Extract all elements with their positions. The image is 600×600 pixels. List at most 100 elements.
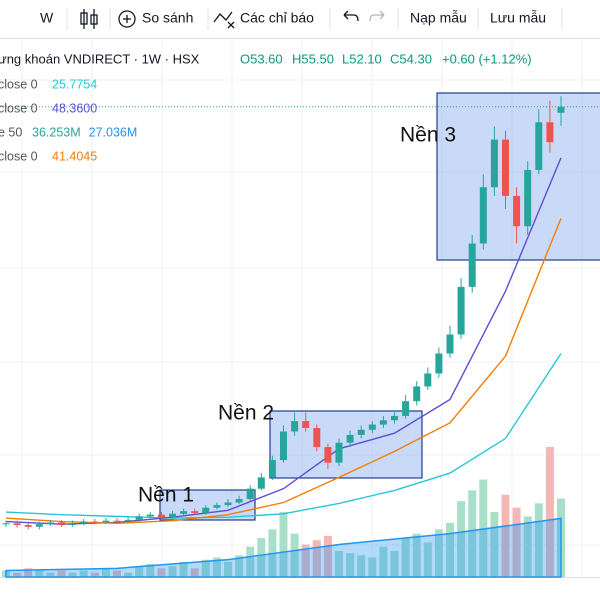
candle-body <box>180 511 188 514</box>
candle-body <box>146 514 154 517</box>
volume-bar <box>124 572 133 577</box>
candle-body <box>13 523 21 526</box>
candle-body <box>46 522 54 525</box>
redo-button[interactable] <box>369 10 385 22</box>
volume-bar <box>368 557 377 577</box>
volume-bar <box>545 447 554 577</box>
candle-body <box>457 286 465 335</box>
indicators-icon[interactable] <box>213 11 235 29</box>
candle-body <box>502 139 509 196</box>
candle-body <box>291 421 299 432</box>
candle-body <box>102 520 110 523</box>
legend-label: e 50 <box>0 125 22 139</box>
candle-body <box>446 334 454 354</box>
legend-value: 25.7754 <box>52 77 97 91</box>
volume-bar <box>446 522 454 577</box>
compare-icon[interactable] <box>118 10 136 28</box>
volume-bar <box>157 568 166 577</box>
volume-bar <box>412 533 421 577</box>
base-box <box>436 92 600 261</box>
volume-bar <box>457 501 466 577</box>
legend-value: 27.036M <box>89 125 138 139</box>
legend-value: 41.4045 <box>52 149 97 163</box>
volume-bar <box>46 572 55 577</box>
volume-bar <box>13 572 22 577</box>
volume-bar <box>290 533 299 577</box>
candle-body <box>169 513 176 518</box>
volume-bar <box>534 503 543 577</box>
chart-type-button[interactable] <box>80 9 98 29</box>
volume-bar <box>501 494 510 577</box>
candle-body <box>335 442 343 463</box>
volume-bar <box>512 507 521 577</box>
ohlc-low: L52.10 <box>342 51 382 66</box>
volume-bar <box>257 538 266 577</box>
candle-body <box>280 431 287 461</box>
candle-body <box>557 106 565 113</box>
candle-body <box>524 169 532 227</box>
candle-body <box>546 122 554 143</box>
candle-body <box>424 373 432 387</box>
indicator-legend: close 0 25.7754 close 0 48.3600 e 50 36.253M 2… <box>0 77 137 163</box>
volume-bar <box>201 559 210 577</box>
candle-body <box>490 139 498 188</box>
annotation: Nền 2 <box>218 402 274 425</box>
candle-body <box>58 522 65 526</box>
volume-bar <box>79 570 88 577</box>
candle-body <box>513 195 521 227</box>
interval-button[interactable]: W <box>40 10 54 26</box>
legend-label: close 0 <box>0 101 38 115</box>
ohlc-high: H55.50 <box>292 51 334 66</box>
toolbar <box>0 0 600 38</box>
candle-body <box>35 524 43 527</box>
volume-bar <box>168 566 177 577</box>
legend-value: 36.253M <box>32 125 81 139</box>
volume-bar <box>357 555 366 577</box>
plot-area <box>0 96 600 578</box>
candle-body <box>368 424 376 430</box>
candle-body <box>91 521 99 523</box>
candle-body <box>479 187 487 244</box>
volume-bar <box>479 479 488 577</box>
indicators-button[interactable]: Các chỉ báo <box>240 10 314 26</box>
volume-bar <box>423 542 432 577</box>
candle-body <box>346 434 354 443</box>
volume-bar <box>312 540 321 577</box>
volume-bar <box>434 529 443 577</box>
candle-body <box>246 488 254 500</box>
candle-body <box>357 429 365 435</box>
volume-bar <box>57 570 66 577</box>
moving-average-line <box>5 218 562 525</box>
compare-button[interactable]: So sánh <box>142 10 193 26</box>
candle-body <box>468 243 476 287</box>
legend-label: close 0 <box>0 149 38 163</box>
volume-bar <box>235 555 244 577</box>
volume-bar <box>301 544 310 577</box>
candle-body <box>235 499 243 503</box>
volume-bar <box>468 490 477 577</box>
candle-body <box>413 386 421 402</box>
volume-bar <box>323 535 332 577</box>
volume-bar <box>35 570 44 577</box>
load-template-button[interactable]: Nạp mẫu <box>410 10 467 26</box>
undo-button[interactable] <box>343 10 359 22</box>
candle-body <box>24 525 32 527</box>
candle-body <box>191 511 199 513</box>
candle-body <box>135 516 143 520</box>
candle-body <box>435 353 443 374</box>
candle-body <box>257 477 265 489</box>
volume-bar <box>224 561 232 577</box>
volume-bar <box>113 570 121 577</box>
candle-body <box>213 505 221 508</box>
volume-bar <box>68 572 77 577</box>
ohlc-change: +0.60 (+1.12%) <box>442 51 532 66</box>
save-template-button[interactable]: Lưu mẫu <box>490 10 546 26</box>
volume-bar <box>523 516 532 577</box>
legend-value: 48.3600 <box>52 101 97 115</box>
volume-bar <box>379 546 388 577</box>
candle-body <box>224 502 232 506</box>
candle-body <box>535 122 543 170</box>
volume-ma-area <box>5 517 562 578</box>
volume-bar <box>246 546 255 577</box>
candle-body <box>391 415 398 421</box>
